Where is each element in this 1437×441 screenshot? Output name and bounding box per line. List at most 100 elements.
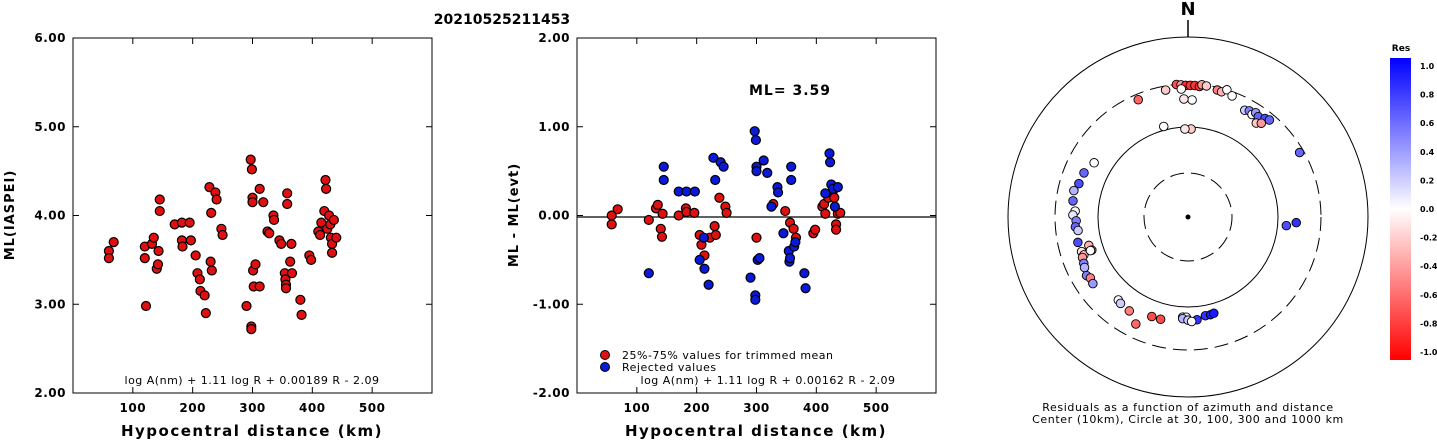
- station-residual-point: [1088, 278, 1098, 289]
- station-residual-point: [1155, 314, 1166, 325]
- ml-residual-rejected-point: [824, 148, 835, 159]
- azimuth-residual-points: [1068, 79, 1305, 329]
- station-residual-point: [1079, 262, 1090, 273]
- ml-iaspei-point: [320, 174, 331, 186]
- ml-iaspei-point: [211, 194, 222, 205]
- ml-residual-rejected-point: [786, 161, 797, 172]
- ml-residual-y-tick-label: -2.00: [533, 386, 570, 400]
- ml-residual-rejected-point: [750, 294, 761, 305]
- ml-residual-rejected-point: [758, 155, 769, 166]
- ml-iaspei-y-tick-label: 6.00: [34, 31, 66, 45]
- ml-residual-x-tick-label: 100: [624, 401, 651, 415]
- ml-iaspei-point: [286, 238, 297, 249]
- station-residual-point: [1222, 85, 1232, 95]
- ml-iaspei-point: [286, 268, 298, 279]
- ml-iaspei-y-tick-label: 5.00: [34, 120, 66, 134]
- colorbar-tick-label: -0.6: [1420, 291, 1437, 300]
- station-residual-point: [1160, 85, 1171, 95]
- ml-iaspei-x-tick-label: 100: [120, 401, 147, 415]
- ml-residual-accepted-point: [606, 219, 617, 230]
- ml-iaspei-point: [268, 214, 280, 226]
- ml-iaspei-point: [282, 188, 293, 199]
- ml-residual-rejected-point: [681, 186, 692, 197]
- ml-iaspei-point: [206, 207, 217, 218]
- ml-residual-rejected-point: [762, 167, 773, 178]
- ml-residual-rejected-point: [689, 186, 700, 197]
- ml-residual-accepted-point: [751, 232, 762, 243]
- ml-iaspei-point: [246, 324, 257, 335]
- ml-iaspei-point: [177, 241, 188, 252]
- station-residual-point: [1281, 220, 1292, 231]
- ml-iaspei-point: [153, 245, 164, 257]
- colorbar-tick-label: 1.0: [1420, 62, 1435, 71]
- ml-iaspei-point: [285, 256, 296, 267]
- ml-residual-rejected-point: [749, 126, 760, 137]
- ml-iaspei-point: [217, 229, 228, 241]
- ml-iaspei-point: [245, 154, 256, 165]
- station-residual-point: [1079, 168, 1089, 178]
- ml-iaspei-x-tick-label: 500: [359, 401, 386, 415]
- station-residual-point: [1073, 225, 1083, 236]
- ml-residual-formula: log A(nm) + 1.11 log R + 0.00162 R - 2.0…: [641, 374, 896, 387]
- ml-residual-ticks: 100 200 300 400 500 -2.00 -1.00 0.00 1.00 2.00: [533, 31, 936, 415]
- ml-residual-y-tick-label: 2.00: [538, 31, 570, 45]
- ml-iaspei-y-tick-label: 3.00: [34, 297, 66, 311]
- ml-iaspei-point: [326, 247, 338, 258]
- circle-300km: [1054, 83, 1322, 351]
- legend-rejected-label: Rejected values: [622, 361, 717, 374]
- colorbar-tick-label: -0.4: [1420, 262, 1437, 271]
- station-residual-point: [1187, 95, 1197, 105]
- ml-residual-rejected-point: [703, 279, 714, 290]
- legend-accepted-label: 25%-75% values for trimmed mean: [622, 349, 834, 362]
- ml-residual-x-axis-label: Hypocentral distance (km): [625, 422, 887, 440]
- ml-residual-rejected-point: [832, 182, 843, 193]
- ml-residual-rejected-point: [698, 232, 709, 243]
- station-residual-point: [1158, 121, 1169, 132]
- ml-iaspei-point: [246, 164, 258, 175]
- station-residual-point: [1069, 185, 1079, 196]
- ml-residual-rejected-point: [784, 253, 796, 264]
- ml-iaspei-point: [276, 238, 287, 249]
- station-residual-point: [1291, 217, 1301, 228]
- ml-iaspei-point: [280, 283, 292, 294]
- ml-iaspei-point: [154, 194, 165, 205]
- station-residual-point: [1264, 115, 1275, 125]
- ml-iaspei-point: [184, 217, 195, 228]
- station-residual-point: [1133, 94, 1143, 105]
- ml-iaspei-point: [282, 198, 293, 210]
- polar-caption-line-1: Residuals as a function of azimuth and d…: [1042, 401, 1333, 414]
- ml-residual-rejected-point: [820, 188, 831, 199]
- ml-iaspei-x-tick-label: 400: [299, 401, 326, 415]
- ml-residual-y-tick-label: 0.00: [538, 209, 570, 223]
- ml-residual-rejected-point: [790, 237, 801, 248]
- ml-iaspei-point: [103, 253, 115, 264]
- ml-residual-x-tick-label: 400: [803, 401, 830, 415]
- ml-residual-x-tick-label: 300: [743, 401, 770, 415]
- ml-iaspei-point: [152, 259, 164, 270]
- colorbar-tick-label: 0.4: [1420, 148, 1435, 157]
- ml-residual-accepted-point: [820, 208, 831, 219]
- ml-residual-accepted-point: [710, 229, 721, 241]
- station-residual-point: [1147, 311, 1157, 322]
- station-residual-point: [1115, 298, 1126, 309]
- ml-residual-accepted-point: [829, 192, 840, 203]
- ml-residual-accepted-point: [721, 207, 732, 218]
- ml-residual-rejected-point: [699, 263, 710, 274]
- ml-iaspei-point: [205, 256, 216, 267]
- colorbar-title: Res: [1392, 44, 1410, 54]
- ml-residual-accepted-point: [656, 231, 668, 242]
- station-residual-point: [1186, 316, 1197, 327]
- ml-iaspei-point: [108, 237, 119, 248]
- ml-residual-rejected-point: [745, 272, 756, 283]
- ml-residual-rejected-point: [799, 268, 810, 279]
- ml-residual-rejected-point: [708, 152, 719, 163]
- ml-residual-rejected-point: [750, 134, 762, 146]
- ml-residual-accepted-point: [652, 199, 663, 210]
- colorbar-tick-label: -0.8: [1420, 319, 1437, 328]
- colorbar-tick-label: 0.8: [1420, 91, 1435, 100]
- ml-iaspei-point: [315, 229, 326, 241]
- ml-residual-y-tick-label: 1.00: [538, 120, 570, 134]
- colorbar-tick-label: 0.6: [1420, 119, 1435, 128]
- circle-30km: [1143, 172, 1233, 262]
